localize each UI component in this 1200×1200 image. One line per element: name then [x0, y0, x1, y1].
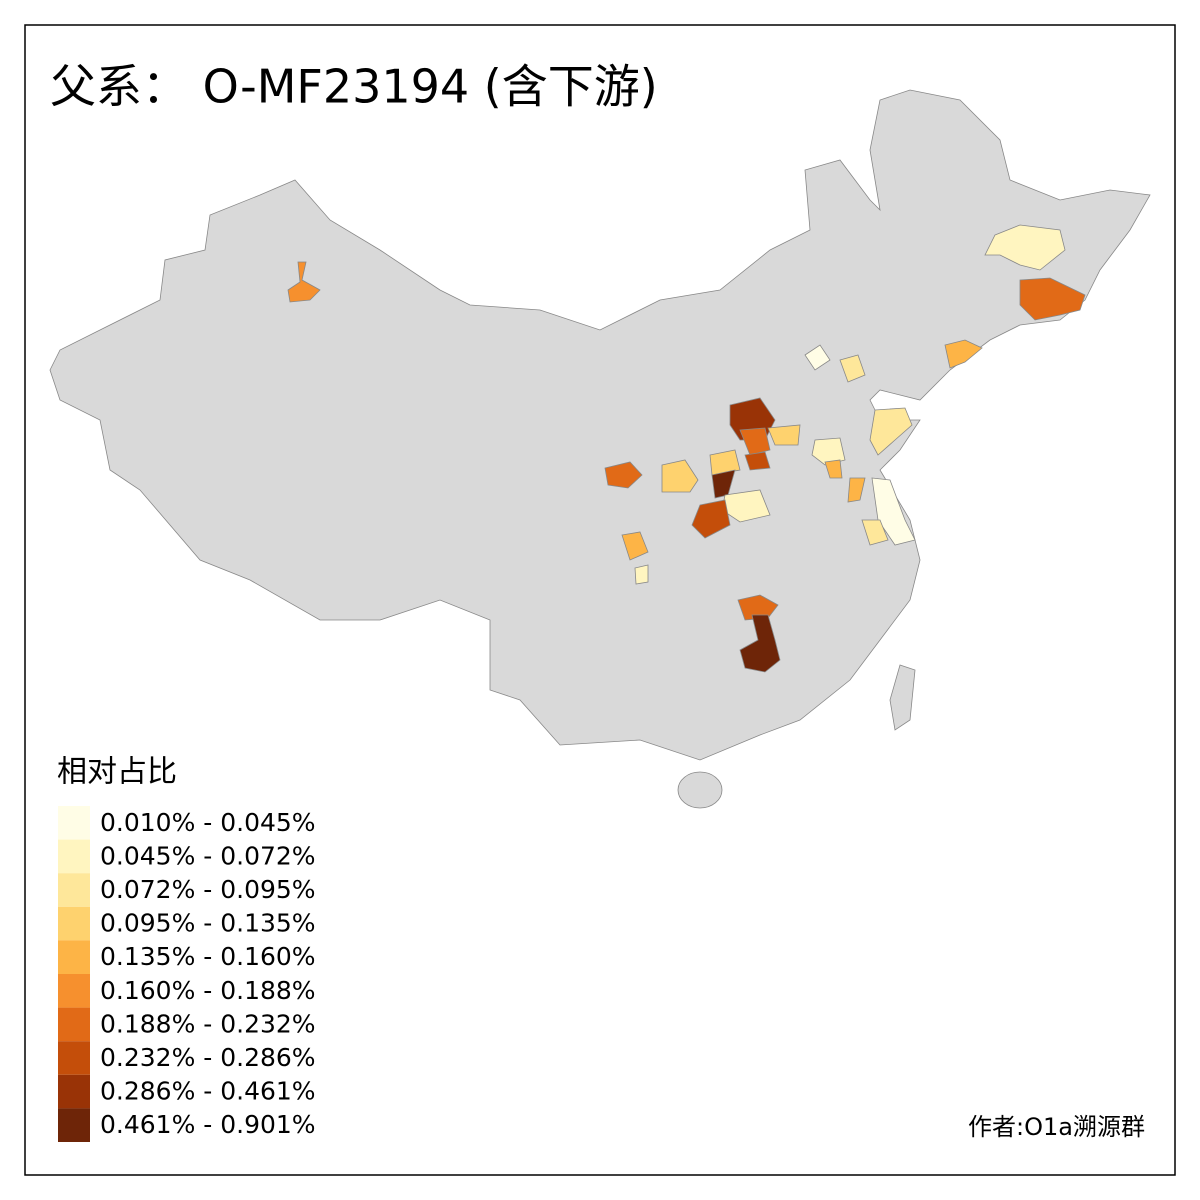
- region: [767, 424, 801, 446]
- region: [709, 449, 741, 476]
- region: [839, 354, 866, 383]
- region: [1019, 277, 1086, 321]
- legend-title: 相对占比: [57, 755, 177, 790]
- region: [661, 459, 699, 493]
- legend-label: 0.095% - 0.135%: [100, 909, 316, 938]
- legend-swatch: [58, 906, 90, 941]
- legend-label: 0.072% - 0.095%: [100, 875, 316, 904]
- region: [861, 519, 889, 546]
- legend-swatch: [58, 806, 90, 840]
- legend-swatch: [58, 873, 90, 907]
- region: [634, 564, 649, 585]
- map: [49, 89, 1151, 809]
- legend-swatch: [58, 1074, 90, 1109]
- region: [804, 344, 831, 371]
- region: [737, 594, 779, 621]
- legend-label: 0.135% - 0.160%: [100, 942, 316, 971]
- region: [847, 477, 866, 503]
- region: [824, 459, 843, 479]
- highlighted-regions: [287, 224, 1086, 673]
- island: [889, 664, 916, 731]
- legend-swatch: [58, 1041, 90, 1075]
- region: [869, 407, 913, 456]
- island: [677, 771, 723, 809]
- region: [691, 499, 731, 539]
- region: [287, 261, 321, 303]
- region: [621, 531, 649, 561]
- map-title: 父系： O-MF23194 (含下游): [50, 60, 658, 114]
- legend-swatch: [58, 1007, 90, 1042]
- legend-label: 0.010% - 0.045%: [100, 808, 316, 837]
- legend-label: 0.188% - 0.232%: [100, 1009, 316, 1038]
- legend-label: 0.160% - 0.188%: [100, 976, 316, 1005]
- legend-swatch: [58, 1108, 90, 1142]
- region: [604, 461, 643, 489]
- region: [739, 427, 771, 456]
- region: [984, 224, 1066, 271]
- region: [944, 339, 983, 369]
- legend-swatch: [58, 974, 90, 1008]
- legend-swatch: [58, 940, 90, 974]
- legend-label: 0.286% - 0.461%: [100, 1077, 316, 1106]
- legend-label: 0.045% - 0.072%: [100, 841, 316, 870]
- region: [739, 614, 781, 673]
- credit: 作者:O1a溯源群: [968, 1113, 1145, 1141]
- legend: 0.010% - 0.045% 0.045% - 0.072% 0.072% - 0…: [58, 806, 316, 1142]
- legend-swatch: [58, 839, 90, 874]
- region: [744, 451, 771, 471]
- legend-label: 0.461% - 0.901%: [100, 1110, 316, 1139]
- country-outline: [49, 89, 1151, 761]
- legend-label: 0.232% - 0.286%: [100, 1043, 316, 1072]
